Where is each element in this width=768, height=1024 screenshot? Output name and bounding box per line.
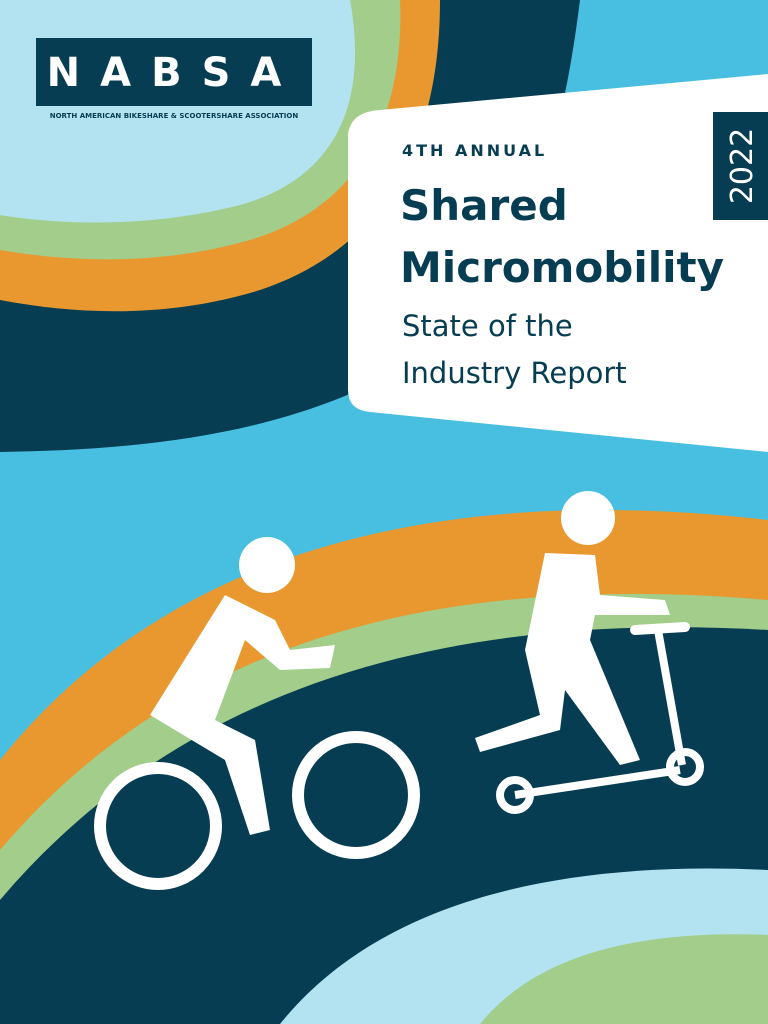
year: 2022 [725, 128, 760, 204]
logo-tagline: NORTH AMERICAN BIKESHARE & SCOOTERSHARE … [50, 112, 299, 120]
edition: 4TH ANNUAL [402, 141, 547, 160]
title-line: Shared [400, 181, 568, 230]
scooter-icon [475, 491, 704, 814]
subtitle-line: Industry Report [402, 356, 627, 390]
subtitle-line: State of the [402, 309, 573, 343]
year-box [713, 112, 768, 220]
logo-box [36, 38, 312, 106]
band-green-small [480, 934, 768, 1024]
title-card [348, 74, 768, 452]
cyclist-icon [94, 537, 420, 890]
logo-name: NABSA [47, 50, 302, 96]
title-line: Micromobility [400, 243, 724, 292]
